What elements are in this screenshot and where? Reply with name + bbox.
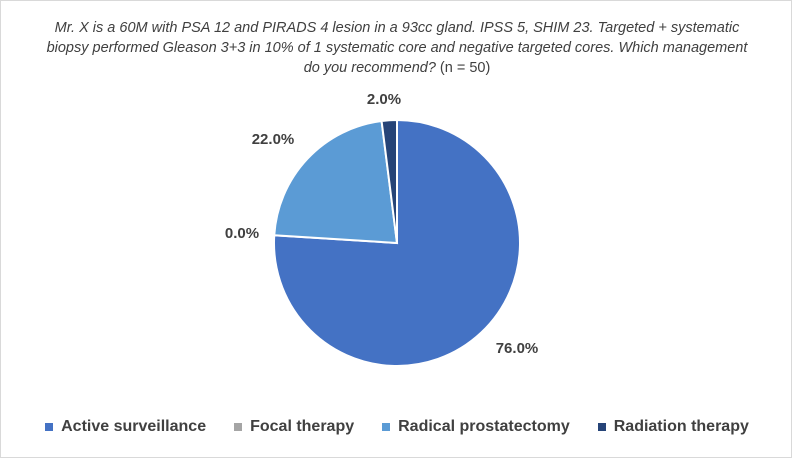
legend-item-radical-prostatectomy: Radical prostatectomy bbox=[382, 418, 570, 436]
chart-title: Mr. X is a 60M with PSA 12 and PIRADS 4 … bbox=[41, 18, 753, 78]
chart-legend: Active surveillance Focal therapy Radical … bbox=[1, 418, 792, 436]
legend-swatch-active-surveillance bbox=[45, 423, 54, 431]
chart-title-question: Mr. X is a 60M with PSA 12 and PIRADS 4 … bbox=[46, 20, 748, 76]
pie-slice-radiation-therapy bbox=[380, 118, 398, 244]
legend-item-focal-therapy: Focal therapy bbox=[234, 418, 354, 436]
pie-slice-radical-prostatectomy bbox=[273, 119, 399, 245]
legend-swatch-focal-therapy bbox=[234, 423, 243, 431]
legend-label-radiation-therapy: Radiation therapy bbox=[613, 418, 749, 435]
pie-slices bbox=[273, 118, 521, 367]
legend-item-active-surveillance: Active surveillance bbox=[45, 418, 206, 436]
data-label-active-surveillance: 76.0% bbox=[496, 340, 539, 357]
legend-label-active-surveillance: Active surveillance bbox=[61, 418, 207, 435]
legend-label-radical-prostatectomy: Radical prostatectomy bbox=[398, 418, 570, 435]
legend-swatch-radical-prostatectomy bbox=[382, 423, 391, 431]
legend-label-focal-therapy: Focal therapy bbox=[250, 418, 355, 435]
chart-title-sample-size: (n = 50) bbox=[439, 60, 491, 76]
data-label-radiation-therapy: 2.0% bbox=[367, 91, 401, 108]
data-label-focal-therapy: 0.0% bbox=[225, 225, 259, 242]
legend-item-radiation-therapy: Radiation therapy bbox=[597, 418, 749, 436]
data-label-radical-prostatectomy: 22.0% bbox=[252, 131, 295, 148]
pie-data-labels: 76.0% 0.0% 22.0% 2.0% bbox=[225, 91, 538, 357]
legend-swatch-radiation-therapy bbox=[597, 423, 606, 431]
